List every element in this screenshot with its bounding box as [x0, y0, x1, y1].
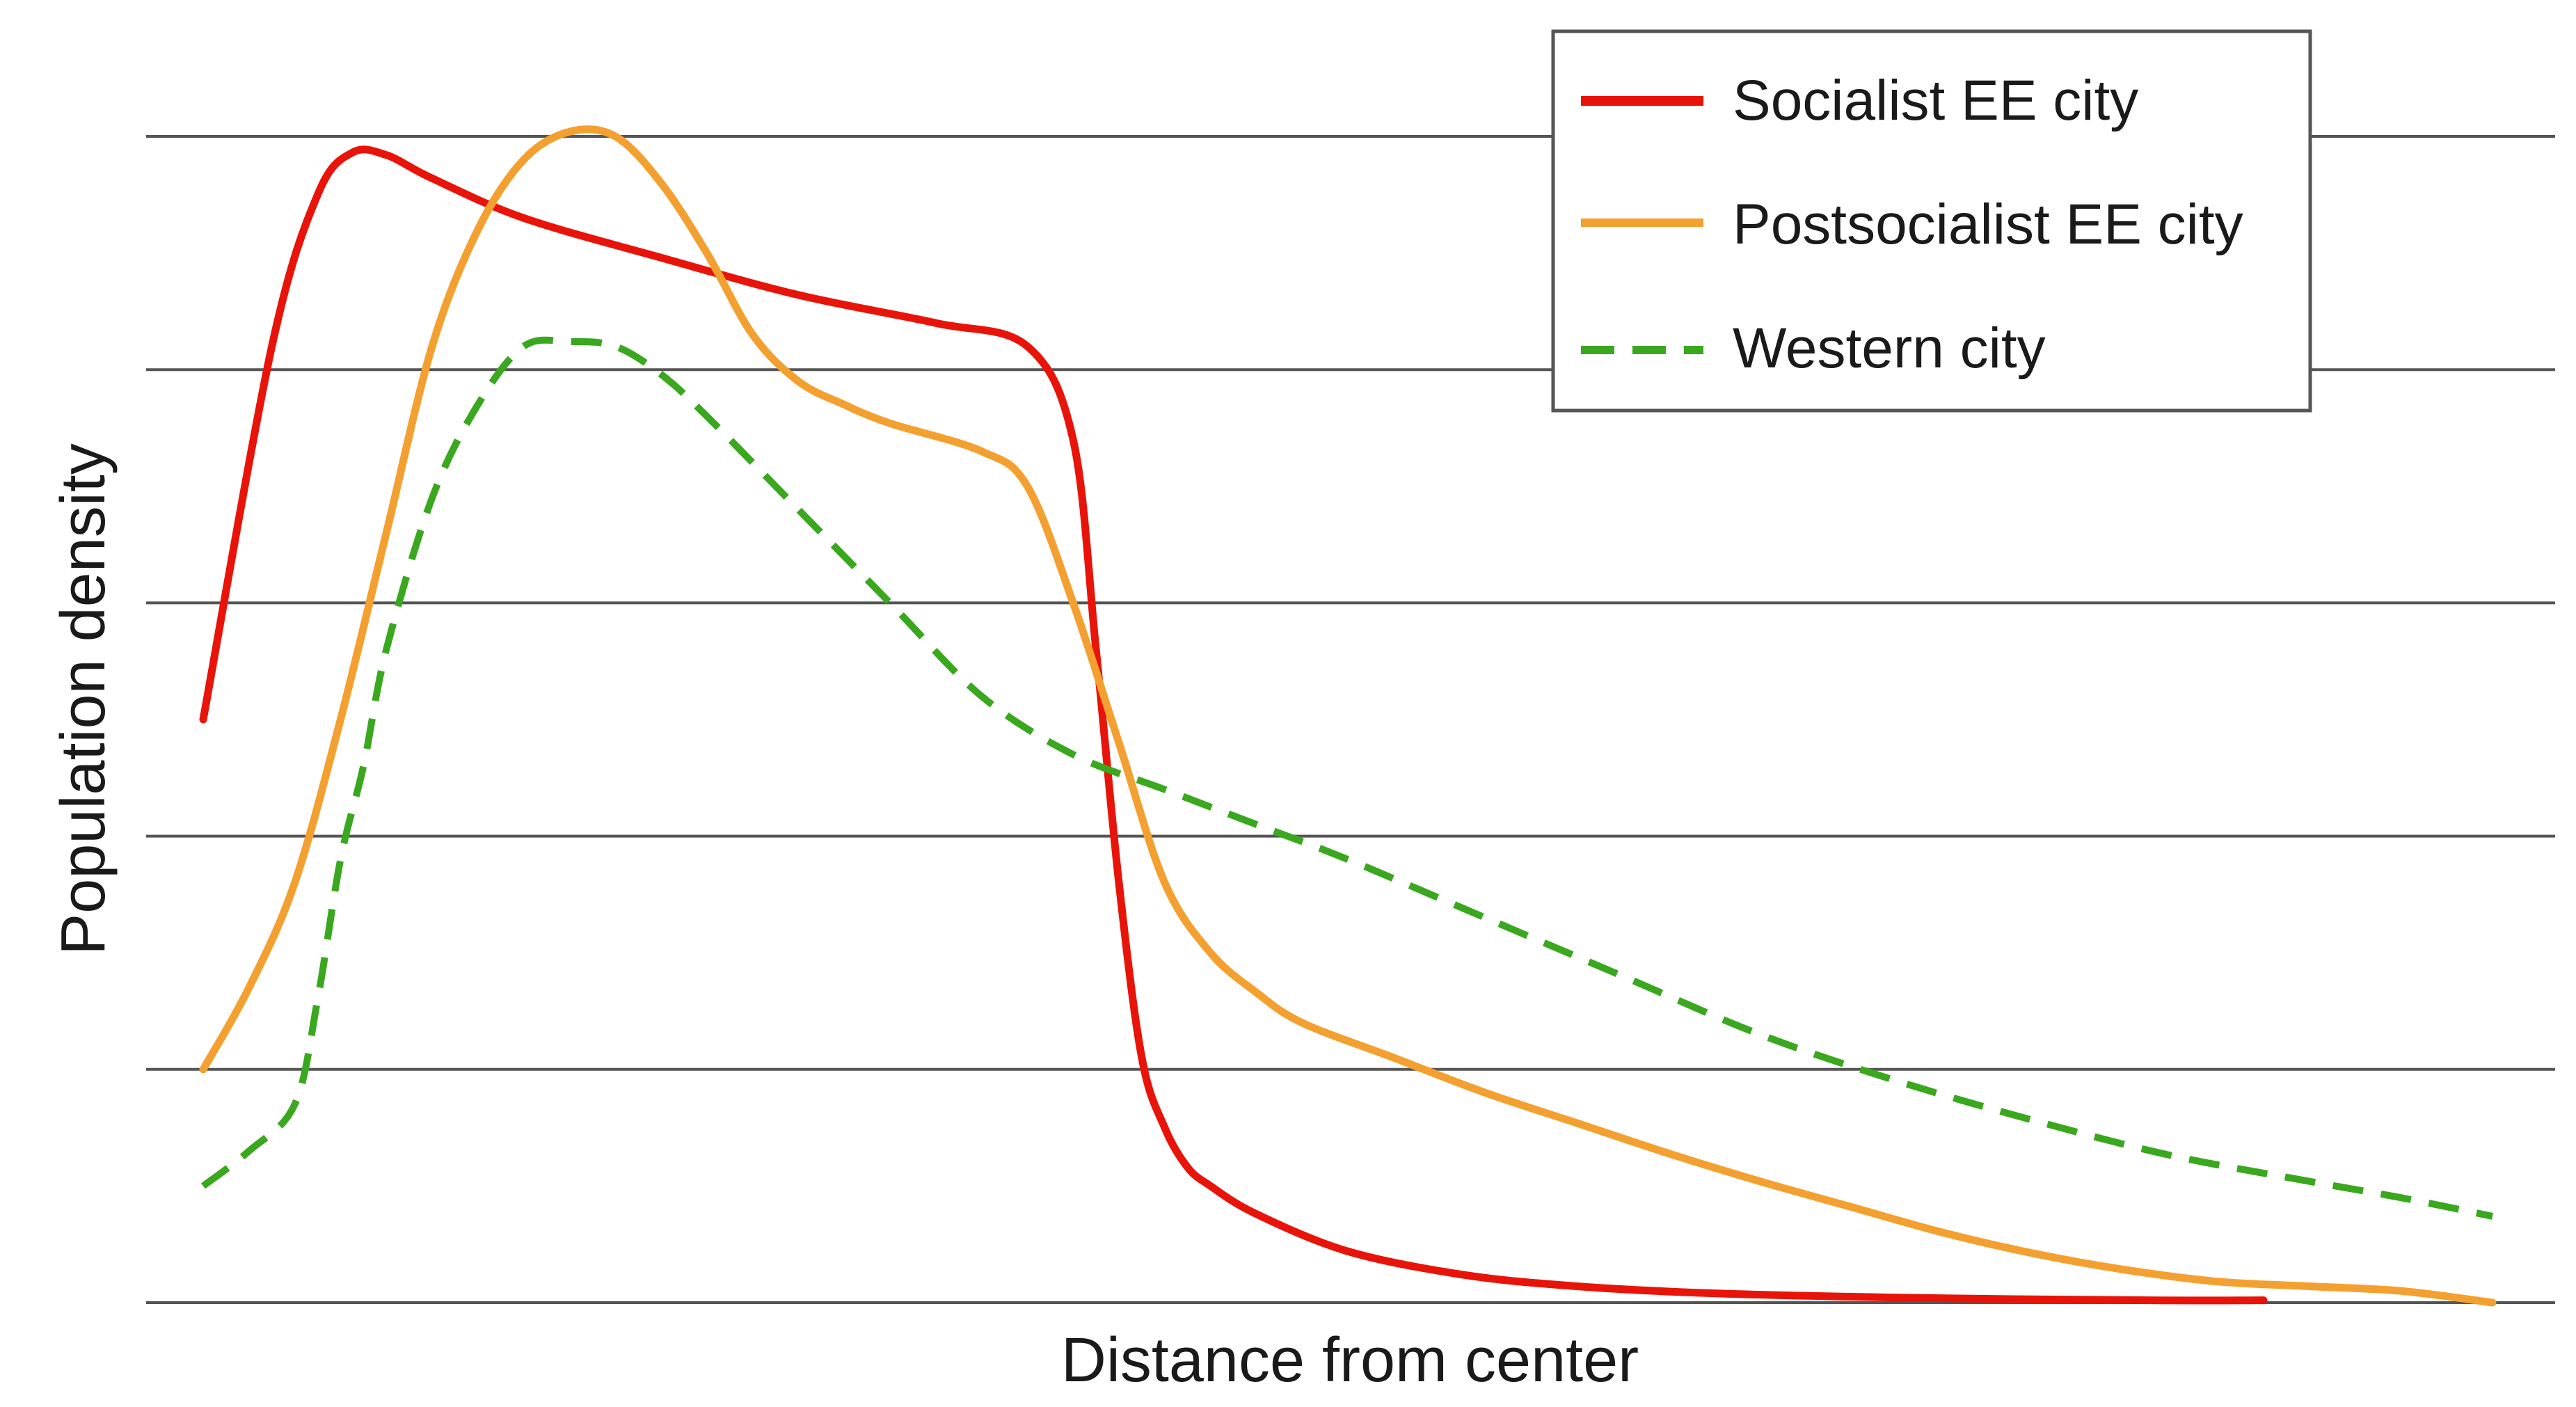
legend-label-postsocialist: Postsocialist EE city	[1733, 193, 2243, 256]
series-line-postsocialist	[199, 125, 2497, 1307]
y-axis-label: Population density	[49, 443, 118, 955]
legend-label-western: Western city	[1733, 317, 2046, 380]
x-axis-label: Distance from center	[1061, 1326, 1639, 1395]
series-lines	[199, 125, 2497, 1307]
legend: Socialist EE city Postsocialist EE city …	[1551, 29, 2312, 413]
series-line-western	[200, 336, 2494, 1220]
legend-label-socialist: Socialist EE city	[1733, 69, 2138, 132]
